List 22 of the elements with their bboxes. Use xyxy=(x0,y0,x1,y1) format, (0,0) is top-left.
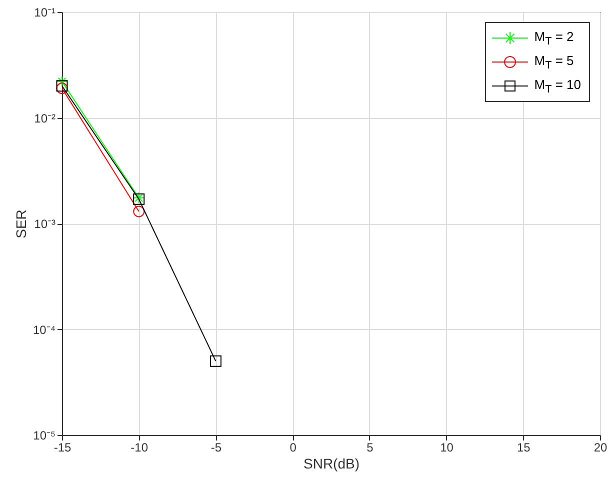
x-tick-label: 5 xyxy=(366,440,374,454)
x-tick-label: -5 xyxy=(210,440,222,454)
point xyxy=(210,355,222,367)
x-tick-label: -15 xyxy=(54,440,72,454)
y-tick-label: 10⁻⁵ xyxy=(33,428,56,442)
x-tick-label: -10 xyxy=(130,440,148,454)
x-tick-label: 20 xyxy=(594,440,608,454)
y-axis-title: SER xyxy=(12,210,29,238)
point xyxy=(133,206,145,218)
x-axis-title: SNR(dB) xyxy=(303,456,360,472)
y-tick-label: 10⁻³ xyxy=(34,217,56,231)
y-tick-label: 10⁻¹ xyxy=(34,6,56,20)
point xyxy=(56,80,68,92)
legend-label: M$_{T}$ = 5 xyxy=(534,52,574,72)
x-tick-label: 0 xyxy=(290,440,297,454)
x-tick-label: 15 xyxy=(516,440,531,454)
y-tick-label: 10⁻² xyxy=(34,111,56,126)
point xyxy=(56,76,68,88)
legend-label: M$_{T}$ = 2 xyxy=(534,28,574,48)
legend-label: M$_{T}$ = 10 xyxy=(534,76,581,96)
x-tick-label: 10 xyxy=(440,440,454,454)
y-tick-label: 10⁻⁴ xyxy=(32,322,56,337)
